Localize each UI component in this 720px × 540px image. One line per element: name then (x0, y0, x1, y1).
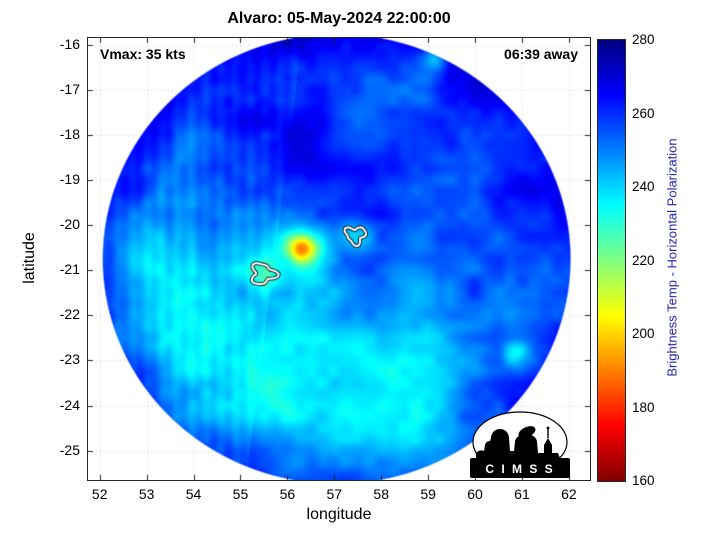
x-tick-label: 58 (373, 486, 389, 502)
cimss-logo-text: C I M S S (485, 462, 554, 476)
y-tick-label: -24 (59, 396, 80, 413)
x-tick-label: 55 (232, 486, 249, 502)
x-tick-label: 60 (467, 486, 483, 502)
vmax-annotation: Vmax: 35 kts (100, 46, 186, 62)
cimss-logo-skyline (476, 429, 560, 458)
y-tick-label: -25 (59, 441, 80, 458)
colorbar-tick-label: 240 (632, 179, 655, 194)
x-tick-label: 57 (326, 486, 343, 502)
x-tick-label: 56 (279, 486, 296, 502)
colorbar-tick-label: 180 (632, 399, 655, 415)
x-tick-label: 59 (420, 486, 436, 502)
x-tick-label: 53 (138, 486, 155, 502)
y-tick-label: -22 (59, 306, 80, 323)
cimss-logo: C I M S S (470, 411, 570, 478)
antenna-top (546, 426, 550, 430)
x-axis-label: longitude (306, 506, 372, 523)
colorbar-tick-label: 280 (632, 32, 655, 47)
y-axis-label: latitude (21, 232, 38, 284)
colorbar-gradient (597, 39, 626, 482)
y-tick-label: -21 (59, 261, 80, 278)
swath-canvas (88, 38, 590, 480)
colorbar-tick-label: 160 (632, 473, 655, 488)
y-tick-label: -20 (59, 216, 80, 233)
y-tick-label: -19 (59, 171, 80, 188)
y-tick-label: -17 (59, 80, 80, 97)
x-tick-label: 54 (185, 486, 202, 502)
colorbar-label: Brightness Temp - Horizontal Polarizatio… (664, 138, 680, 377)
plot-title: Alvaro: 05-May-2024 22:00:00 (227, 10, 451, 27)
satellite-dish-icon (518, 426, 536, 438)
y-tick-label: -23 (59, 351, 80, 368)
y-tick-label: -18 (59, 125, 80, 142)
y-tick-label: -16 (59, 35, 80, 52)
colorbar-tick-label: 260 (632, 105, 655, 121)
x-tick-label: 62 (561, 486, 577, 502)
plot-area: Vmax: 35 kts 06:39 away C I M S S (87, 37, 591, 481)
eta-annotation: 06:39 away (504, 46, 578, 62)
x-tick-label: 52 (91, 486, 108, 502)
x-tick-label: 61 (514, 486, 530, 502)
cimss-banner (470, 458, 570, 478)
colorbar-tick-label: 220 (632, 252, 655, 268)
colorbar-tick-label: 200 (632, 326, 655, 341)
